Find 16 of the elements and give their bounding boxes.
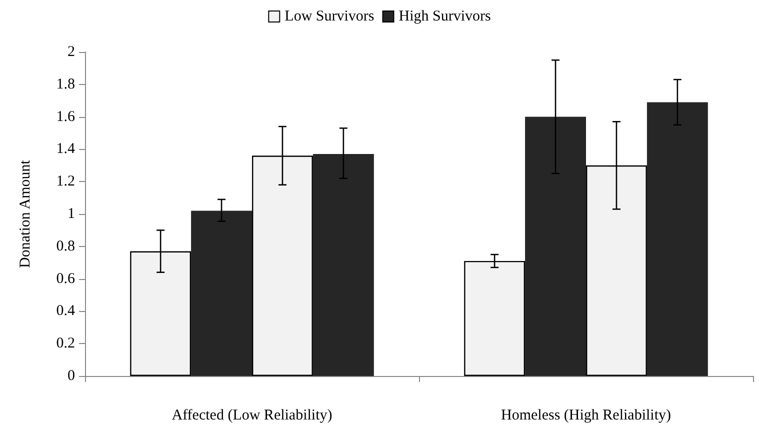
- y-axis-title: Donation Amount: [18, 159, 34, 268]
- y-tick-label: 0.8: [56, 238, 75, 254]
- y-tick-label: 0.2: [56, 336, 75, 352]
- y-tick-label: 1: [68, 206, 75, 222]
- y-tick-label: 1.4: [56, 141, 76, 158]
- x-tick-label: Homeless (High Reliability): [501, 408, 671, 424]
- x-tick-label: Affected (Low Reliability): [172, 408, 332, 424]
- y-tick-label: 0: [68, 368, 75, 384]
- y-tick-label: 0.4: [56, 303, 76, 320]
- y-tick-label: 1.6: [56, 108, 76, 125]
- y-tick-label: 2: [68, 44, 75, 60]
- legend-label: Low Survivors: [284, 8, 374, 24]
- y-tick-label: 1.2: [56, 174, 75, 190]
- y-tick-label: 0.6: [56, 270, 76, 287]
- y-tick-label: 1.8: [56, 76, 75, 92]
- legend-label: High Survivors: [398, 8, 491, 24]
